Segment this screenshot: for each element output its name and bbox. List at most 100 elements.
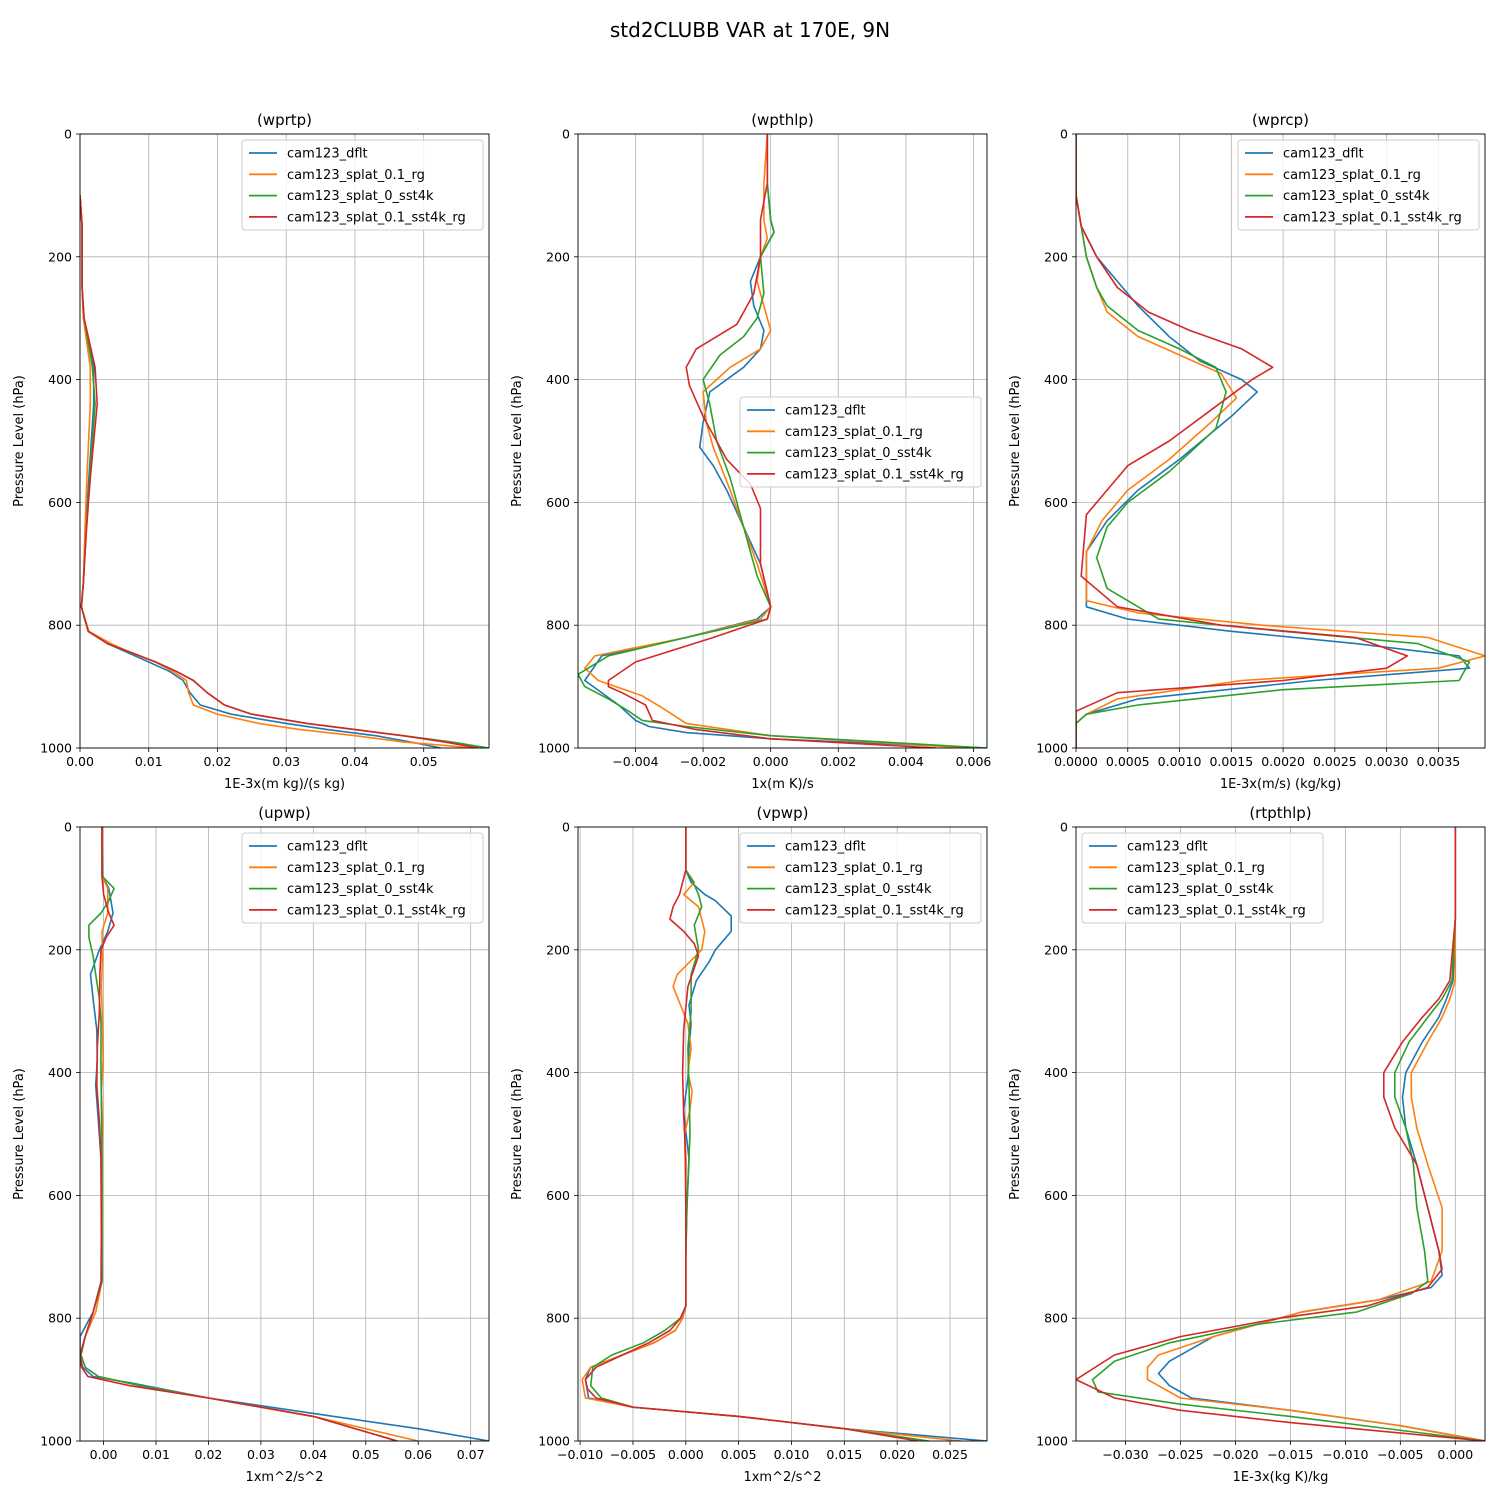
x-tick-label: 0.04 bbox=[299, 1447, 327, 1462]
x-tick-label: 0.05 bbox=[410, 754, 438, 769]
x-tick-label: 0.005 bbox=[721, 1447, 757, 1462]
y-axis-label: Pressure Level (hPa) bbox=[1008, 375, 1023, 507]
x-tick-label: 0.07 bbox=[457, 1447, 485, 1462]
y-tick-label: 200 bbox=[1044, 942, 1068, 957]
legend-entry: cam123_splat_0.1_sst4k_rg bbox=[785, 903, 964, 918]
y-tick-label: 600 bbox=[546, 495, 570, 510]
legend: cam123_dflt cam123_splat_0.1_rg cam123_spl… bbox=[739, 832, 982, 924]
panel-upwp: 0.00 0.01 0.02 0.03 0.04 0.05 0.06 0.07 0 200 400 6… bbox=[12, 804, 490, 1485]
x-tick-label: −0.030 bbox=[1102, 1447, 1148, 1462]
x-tick-label: 0.03 bbox=[272, 754, 300, 769]
y-tick-label: 200 bbox=[48, 942, 72, 957]
y-axis-label: Pressure Level (hPa) bbox=[510, 1068, 525, 1200]
y-tick-label: 200 bbox=[546, 942, 570, 957]
x-tick-label: 0.0035 bbox=[1417, 754, 1461, 769]
series-line-cam123_dflt bbox=[1076, 134, 1471, 748]
series-line-cam123_splat_0.1_sst4k_rg bbox=[584, 827, 919, 1441]
series-group bbox=[1076, 134, 1485, 748]
y-tick-label: 400 bbox=[546, 1065, 570, 1080]
x-tick-label: −0.005 bbox=[610, 1447, 656, 1462]
y-tick-label: 600 bbox=[48, 495, 72, 510]
legend-entry: cam123_dflt bbox=[785, 840, 866, 855]
y-tick-label: 600 bbox=[546, 1188, 570, 1203]
legend: cam123_dflt cam123_splat_0.1_rg cam123_spl… bbox=[1081, 832, 1324, 924]
x-axis-label: 1E-3x(kg K)/kg bbox=[1233, 1470, 1329, 1485]
legend-entry: cam123_dflt bbox=[1283, 147, 1364, 162]
plot-frame bbox=[79, 133, 490, 749]
y-tick-label: 1000 bbox=[1036, 741, 1068, 756]
x-tick-label: 0.025 bbox=[932, 1447, 968, 1462]
x-tick-label: 0.000 bbox=[668, 1447, 704, 1462]
x-tick-label: 0.04 bbox=[341, 754, 369, 769]
panel-title: (vpwp) bbox=[757, 804, 809, 822]
legend: cam123_dflt cam123_splat_0.1_rg cam123_spl… bbox=[241, 139, 484, 231]
x-tick-label: −0.002 bbox=[680, 754, 726, 769]
panel-wpthlp: −0.004 −0.002 0.000 0.002 0.004 0.006 0 200 400 6… bbox=[510, 111, 991, 792]
legend-entry: cam123_splat_0.1_rg bbox=[1283, 168, 1421, 183]
legend-entry: cam123_splat_0_sst4k bbox=[1283, 189, 1430, 204]
panel-rtpthlp: −0.030 −0.025 −0.020 −0.015 −0.010 −0.005 0.00… bbox=[1008, 804, 1486, 1485]
panel-title: (upwp) bbox=[258, 804, 311, 822]
panel-wprtp: 0.00 0.01 0.02 0.03 0.04 0.05 0 200 400 600 800 100… bbox=[12, 111, 490, 792]
y-tick-label: 800 bbox=[1044, 618, 1068, 633]
x-tick-label: −0.004 bbox=[612, 754, 658, 769]
legend-box bbox=[241, 832, 484, 924]
y-tick-label: 1000 bbox=[538, 741, 570, 756]
y-tick-label: 1000 bbox=[40, 1434, 72, 1449]
y-tick-label: 800 bbox=[48, 618, 72, 633]
x-tick-label: 0.02 bbox=[204, 754, 232, 769]
legend-box bbox=[739, 396, 982, 488]
legend: cam123_dflt cam123_splat_0.1_rg cam123_spl… bbox=[241, 832, 484, 924]
plot-frame bbox=[1075, 133, 1486, 749]
series-group bbox=[80, 827, 489, 1441]
panel-vpwp: −0.010 −0.005 0.000 0.005 0.010 0.015 0.020 0.0… bbox=[510, 804, 988, 1485]
x-tick-label: −0.015 bbox=[1267, 1447, 1313, 1462]
legend-entry: cam123_splat_0_sst4k bbox=[785, 446, 932, 461]
y-tick-label: 0 bbox=[1060, 127, 1068, 142]
y-tick-label: 600 bbox=[48, 1188, 72, 1203]
x-axis-label: 1xm^2/s^2 bbox=[245, 1470, 323, 1485]
x-tick-label: 0.020 bbox=[879, 1447, 915, 1462]
x-tick-label: 0.006 bbox=[956, 754, 992, 769]
series-group bbox=[578, 134, 987, 748]
series-line-cam123_splat_0.1_sst4k_rg bbox=[80, 827, 398, 1441]
panel-title: (wprcp) bbox=[1252, 111, 1309, 129]
y-axis-label: Pressure Level (hPa) bbox=[12, 375, 27, 507]
series-line-cam123_splat_0.1_sst4k_rg bbox=[1076, 827, 1485, 1441]
y-tick-label: 800 bbox=[1044, 1311, 1068, 1326]
legend-entry: cam123_splat_0_sst4k bbox=[785, 882, 932, 897]
series-line-cam123_splat_0_sst4k bbox=[1076, 134, 1471, 748]
y-tick-label: 400 bbox=[1044, 372, 1068, 387]
x-tick-label: 0.03 bbox=[247, 1447, 275, 1462]
series-line-cam123_splat_0_sst4k bbox=[578, 134, 987, 748]
y-tick-label: 400 bbox=[1044, 1065, 1068, 1080]
legend-entry: cam123_dflt bbox=[287, 147, 368, 162]
y-axis-label: Pressure Level (hPa) bbox=[510, 375, 525, 507]
series-group bbox=[80, 195, 489, 748]
legend-entry: cam123_splat_0.1_rg bbox=[785, 861, 923, 876]
legend-entry: cam123_dflt bbox=[785, 404, 866, 419]
y-tick-label: 1000 bbox=[40, 741, 72, 756]
y-axis-label: Pressure Level (hPa) bbox=[12, 1068, 27, 1200]
y-axis-label: Pressure Level (hPa) bbox=[1008, 1068, 1023, 1200]
y-tick-label: 200 bbox=[546, 249, 570, 264]
legend-entry: cam123_dflt bbox=[287, 840, 368, 855]
x-tick-label: −0.005 bbox=[1377, 1447, 1423, 1462]
legend-entry: cam123_splat_0.1_sst4k_rg bbox=[785, 467, 964, 482]
legend: cam123_dflt cam123_splat_0.1_rg cam123_spl… bbox=[1237, 139, 1480, 231]
legend-entry: cam123_splat_0.1_sst4k_rg bbox=[1283, 210, 1462, 225]
series-line-cam123_splat_0.1_sst4k_rg bbox=[80, 195, 479, 748]
legend-entry: cam123_splat_0_sst4k bbox=[1127, 882, 1274, 897]
x-tick-label: 0.010 bbox=[774, 1447, 810, 1462]
x-tick-label: 0.02 bbox=[195, 1447, 223, 1462]
x-tick-label: 0.0015 bbox=[1209, 754, 1253, 769]
x-tick-label: 0.015 bbox=[826, 1447, 862, 1462]
x-tick-label: 0.06 bbox=[404, 1447, 432, 1462]
legend-box bbox=[739, 832, 982, 924]
legend-entry: cam123_splat_0.1_rg bbox=[785, 425, 923, 440]
legend-box bbox=[241, 139, 484, 231]
y-tick-label: 400 bbox=[48, 1065, 72, 1080]
y-tick-label: 1000 bbox=[1036, 1434, 1068, 1449]
